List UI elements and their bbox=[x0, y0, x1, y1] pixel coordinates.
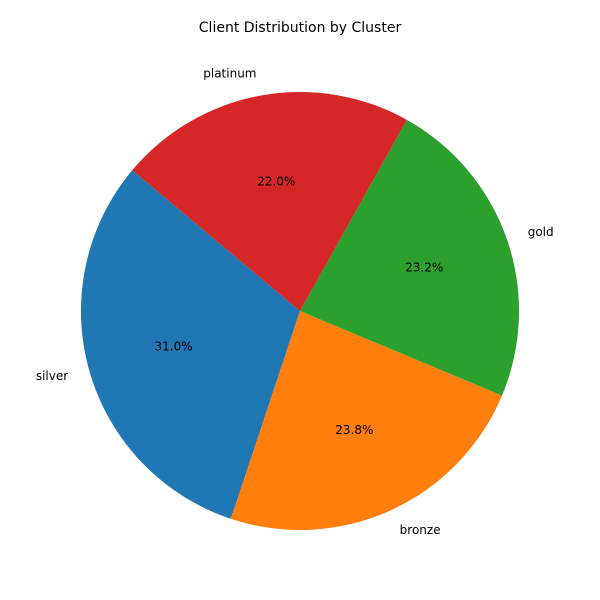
pie-slice-platinum bbox=[132, 91, 407, 311]
slice-percent-bronze: 23.8% bbox=[335, 423, 373, 437]
pie-slices bbox=[80, 91, 519, 530]
slice-label-silver: silver bbox=[36, 369, 68, 383]
slice-label-platinum: platinum bbox=[203, 67, 256, 81]
pie-slice-bronze bbox=[230, 311, 503, 530]
pie-slice-gold bbox=[300, 119, 519, 396]
pie-labels: silver 31.0% bronze 23.8% gold 23.2% platinum 2… bbox=[36, 67, 554, 537]
slice-percent-platinum: 22.0% bbox=[257, 174, 295, 188]
chart-title: Client Distribution by Cluster bbox=[199, 20, 402, 36]
slice-percent-gold: 23.2% bbox=[405, 261, 443, 275]
slice-label-bronze: bronze bbox=[400, 523, 441, 537]
pie-slice-silver bbox=[80, 170, 300, 519]
slice-label-gold: gold bbox=[528, 225, 554, 239]
slice-percent-silver: 31.0% bbox=[155, 339, 193, 353]
